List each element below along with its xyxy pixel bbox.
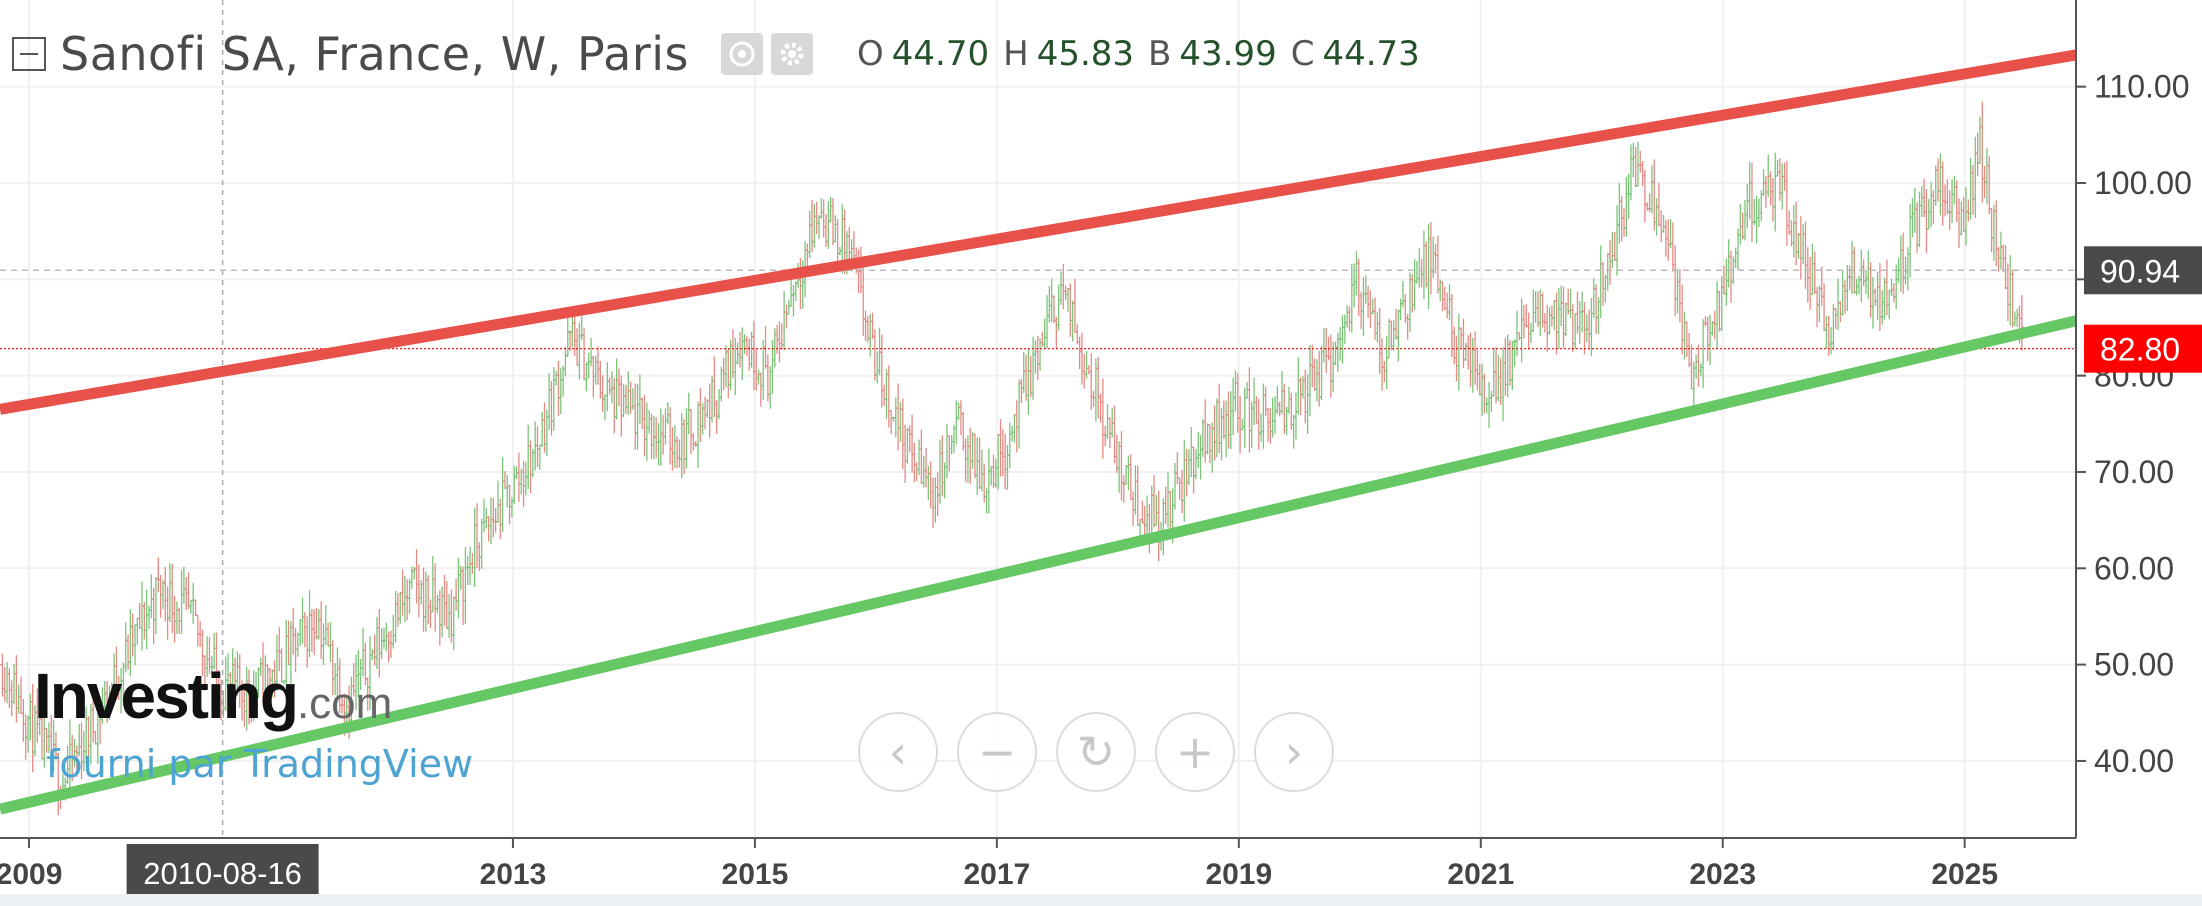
refresh-icon: ↻ (1076, 725, 1116, 779)
last-price-label: 82.80 (2100, 332, 2180, 368)
close-key: C (1290, 34, 1315, 74)
gear-icon[interactable] (771, 33, 813, 75)
investing-logo: Investing.com (34, 660, 393, 732)
zoom-in-button[interactable]: + (1155, 712, 1235, 792)
resistance-trendline (0, 49, 2077, 415)
symbol-title: Sanofi SA, France, W, Paris (60, 27, 689, 81)
price-tick-label: 50.00 (2094, 647, 2174, 683)
time-tick-label: 2013 (480, 858, 547, 891)
watermark: Investing.com fourni par TradingView (34, 664, 473, 786)
reset-button[interactable]: ↻ (1056, 712, 1136, 792)
ohlc-bar (1700, 319, 1706, 389)
chevron-right-icon: › (1284, 725, 1304, 779)
collapse-legend-button[interactable] (12, 37, 46, 71)
ohlc-bars (0, 101, 2025, 816)
open-key: O (857, 34, 884, 74)
price-axis-bg (2076, 0, 2202, 894)
crosshair-price-label: 90.94 (2100, 253, 2180, 289)
close-value: 44.73 (1322, 34, 1420, 74)
scroll-left-button[interactable]: ‹ (858, 712, 938, 792)
time-tick-label: 2009 (0, 858, 62, 891)
price-tick-label: 60.00 (2094, 550, 2174, 586)
time-tick-label: 2023 (1689, 858, 1756, 891)
time-tick-label: 2015 (722, 858, 789, 891)
bottom-strip (0, 894, 2202, 906)
chart-legend: Sanofi SA, France, W, Paris O 44.70 H 45… (12, 22, 1420, 86)
price-tick-label: 110.00 (2094, 69, 2190, 105)
low-key: B (1148, 34, 1172, 74)
time-tick-label: 2025 (1931, 858, 1998, 891)
high-value: 45.83 (1036, 34, 1135, 74)
support-trendline (0, 315, 2078, 815)
price-tick-label: 100.00 (2094, 165, 2192, 201)
high-key: H (1003, 34, 1029, 74)
crosshair-date-label: 2010-08-16 (143, 856, 302, 891)
chart-navigation: ‹ − ↻ + › (858, 712, 1334, 792)
zoom-out-button[interactable]: − (957, 712, 1037, 792)
provider-label: fourni par TradingView (46, 742, 474, 786)
chevron-left-icon: ‹ (888, 725, 908, 779)
crosshair-price-tag (2084, 246, 2202, 295)
eye-icon[interactable] (721, 33, 763, 75)
time-tick-label: 2021 (1447, 858, 1514, 891)
price-tick-label: 40.00 (2094, 743, 2174, 779)
scroll-right-button[interactable]: › (1254, 712, 1334, 792)
plus-icon: + (1175, 725, 1215, 779)
low-value: 43.99 (1179, 34, 1277, 74)
crosshair-date-tag (126, 844, 319, 894)
ohlc-bar (2019, 295, 2025, 351)
last-price-tag (2084, 324, 2202, 373)
time-tick-label: 2019 (1205, 858, 1272, 891)
minus-icon: − (977, 725, 1017, 779)
time-tick-label: 2017 (963, 858, 1030, 891)
time-axis-bg (0, 838, 2076, 894)
price-tick-label: 70.00 (2094, 454, 2174, 490)
open-value: 44.70 (891, 34, 990, 74)
ohlc-readout: O 44.70 H 45.83 B 43.99 C 44.73 (843, 34, 1420, 74)
